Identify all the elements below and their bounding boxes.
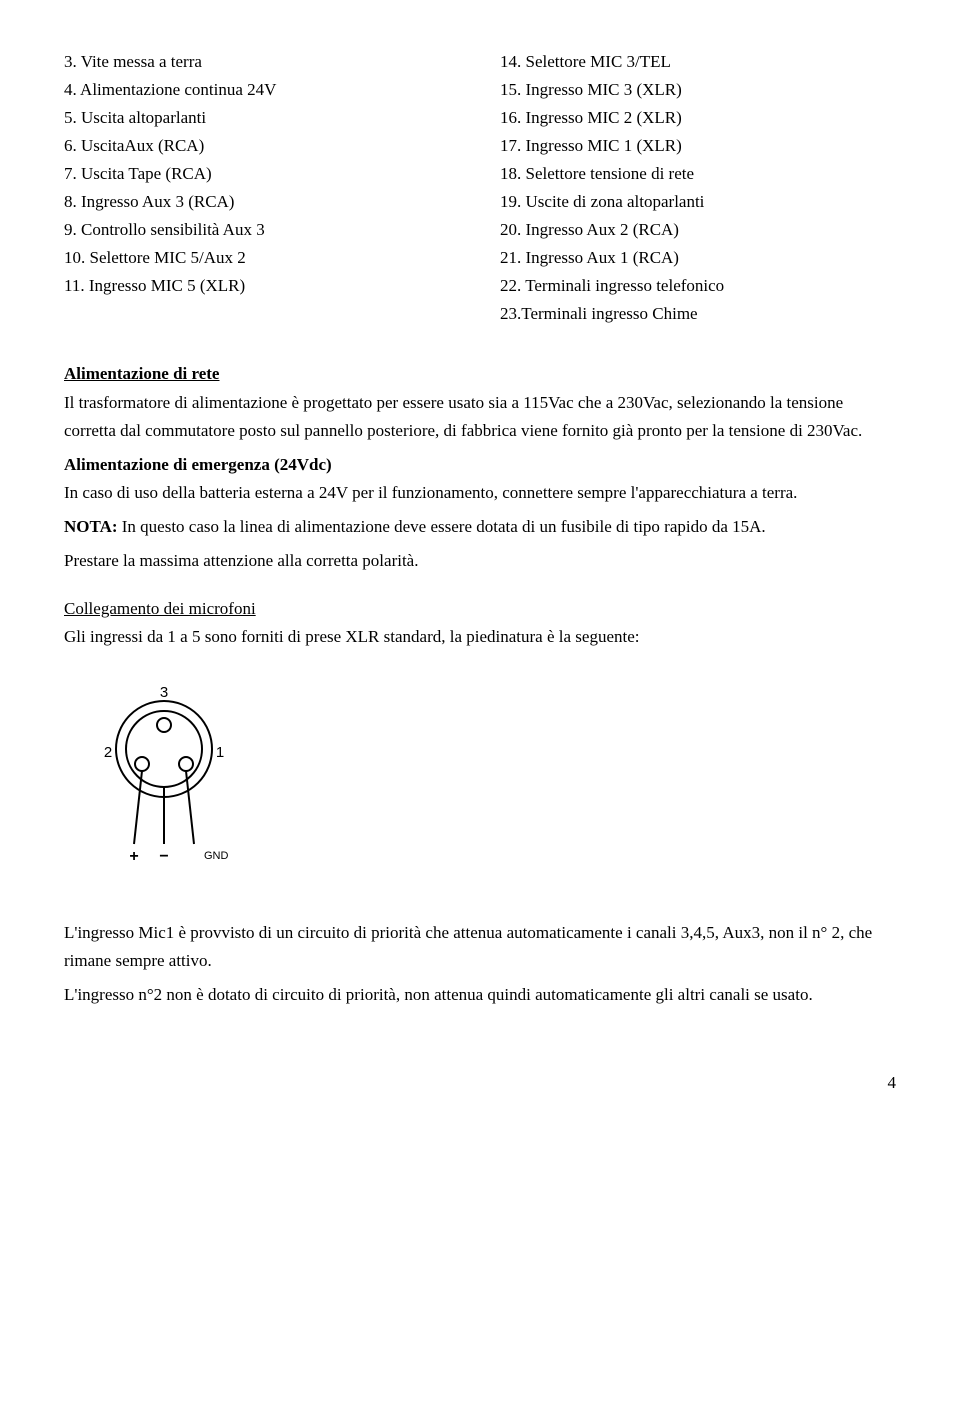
list-item: 23.Terminali ingresso Chime <box>500 300 896 328</box>
xlr-svg: 3 2 1 + − GND <box>64 679 264 879</box>
section-alimentazione-rete: Alimentazione di rete Il trasformatore d… <box>64 360 896 574</box>
list-item: 21. Ingresso Aux 1 (RCA) <box>500 244 896 272</box>
list-item: 16. Ingresso MIC 2 (XLR) <box>500 104 896 132</box>
list-item: 19. Uscite di zona altoparlanti <box>500 188 896 216</box>
label-plus: + <box>129 848 138 865</box>
nota-text: In questo caso la linea di alimentazione… <box>118 517 766 536</box>
list-item: 20. Ingresso Aux 2 (RCA) <box>500 216 896 244</box>
list-item: 17. Ingresso MIC 1 (XLR) <box>500 132 896 160</box>
pin-label-1: 1 <box>216 744 224 761</box>
list-item: 6. UscitaAux (RCA) <box>64 132 460 160</box>
label-gnd: GND <box>204 850 229 862</box>
list-item: 5. Uscita altoparlanti <box>64 104 460 132</box>
list-item: 14. Selettore MIC 3/TEL <box>500 48 896 76</box>
section-heading: Collegamento dei microfoni <box>64 595 896 623</box>
paragraph: Prestare la massima attenzione alla corr… <box>64 547 896 575</box>
section-heading: Alimentazione di rete <box>64 360 896 388</box>
paragraph: NOTA: In questo caso la linea di aliment… <box>64 513 896 541</box>
pin-label-2: 2 <box>104 744 112 761</box>
left-column: 3. Vite messa a terra 4. Alimentazione c… <box>64 48 460 328</box>
label-minus: − <box>159 848 168 865</box>
paragraph: L'ingresso Mic1 è provvisto di un circui… <box>64 919 896 975</box>
list-item: 18. Selettore tensione di rete <box>500 160 896 188</box>
right-column: 14. Selettore MIC 3/TEL 15. Ingresso MIC… <box>500 48 896 328</box>
numbered-lists: 3. Vite messa a terra 4. Alimentazione c… <box>64 48 896 328</box>
list-item: 3. Vite messa a terra <box>64 48 460 76</box>
list-item: 22. Terminali ingresso telefonico <box>500 272 896 300</box>
paragraph: L'ingresso n°2 non è dotato di circuito … <box>64 981 896 1009</box>
section-heading: Alimentazione di emergenza (24Vdc) <box>64 451 896 479</box>
section-priority-notes: L'ingresso Mic1 è provvisto di un circui… <box>64 919 896 1009</box>
page-number: 4 <box>64 1069 896 1097</box>
list-item: 15. Ingresso MIC 3 (XLR) <box>500 76 896 104</box>
paragraph: Gli ingressi da 1 a 5 sono forniti di pr… <box>64 623 896 651</box>
list-item: 8. Ingresso Aux 3 (RCA) <box>64 188 460 216</box>
nota-label: NOTA: <box>64 517 118 536</box>
list-item: 11. Ingresso MIC 5 (XLR) <box>64 272 460 300</box>
list-item: 10. Selettore MIC 5/Aux 2 <box>64 244 460 272</box>
list-item: 9. Controllo sensibilità Aux 3 <box>64 216 460 244</box>
paragraph: Il trasformatore di alimentazione è prog… <box>64 389 896 445</box>
list-item: 7. Uscita Tape (RCA) <box>64 160 460 188</box>
section-collegamento-microfoni: Collegamento dei microfoni Gli ingressi … <box>64 595 896 651</box>
list-item: 4. Alimentazione continua 24V <box>64 76 460 104</box>
xlr-pinout-diagram: 3 2 1 + − GND <box>64 679 896 879</box>
paragraph: In caso di uso della batteria esterna a … <box>64 479 896 507</box>
pin-label-3: 3 <box>160 684 168 701</box>
